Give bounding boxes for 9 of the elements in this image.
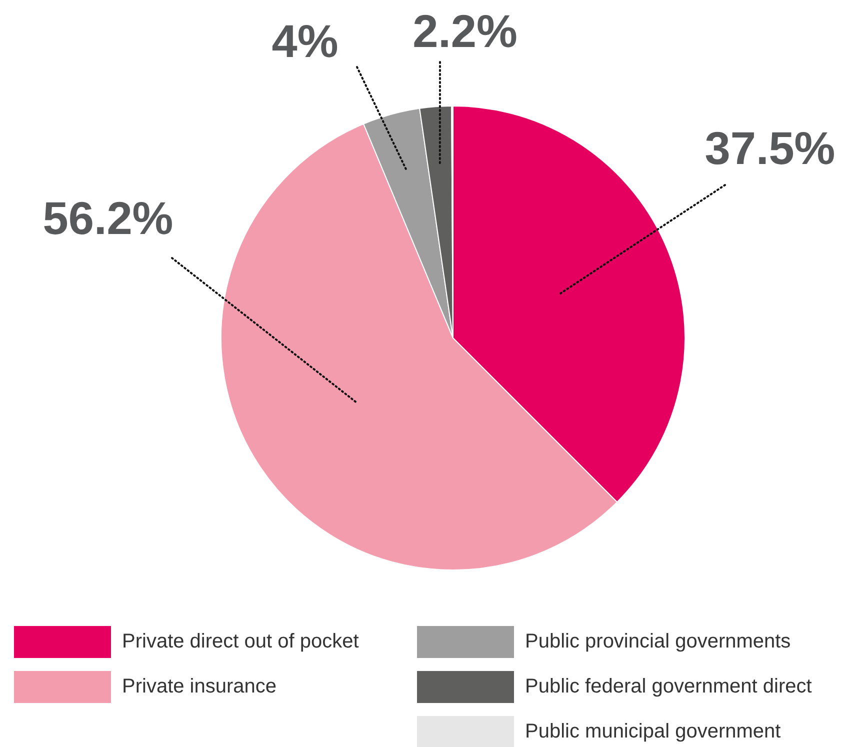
- data-label: 2.2%: [412, 5, 518, 58]
- legend-label: Public municipal government: [525, 720, 782, 742]
- data-label: 56.2%: [42, 192, 174, 244]
- legend-label: Public provincial governments: [525, 630, 791, 652]
- legend-label: Private direct out of pocket: [122, 630, 360, 652]
- legend-label: Public federal government direct: [525, 675, 812, 698]
- data-label: 37.5%: [704, 122, 836, 174]
- legend-label: Private insurance: [122, 675, 277, 698]
- data-label: 4%: [272, 15, 338, 68]
